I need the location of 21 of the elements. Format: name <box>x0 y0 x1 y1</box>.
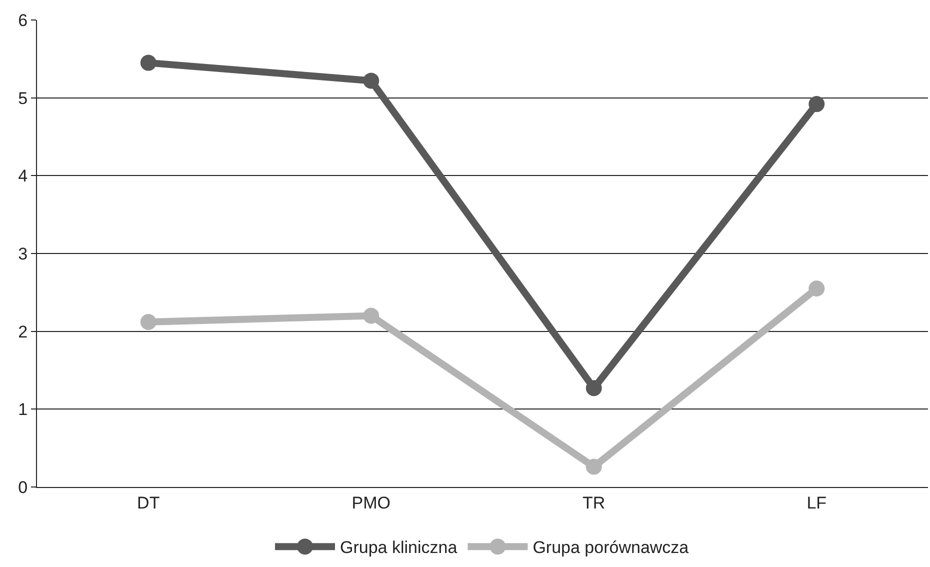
point <box>140 54 156 71</box>
x-tick-label: PMO <box>352 493 390 512</box>
legend-label: Grupa kliniczna <box>340 538 458 558</box>
y-tick-label: 5 <box>18 88 28 108</box>
y-tick-label: 2 <box>18 322 28 342</box>
x-tick-label: TR <box>582 493 606 512</box>
point <box>140 314 156 330</box>
y-tick-label: 6 <box>18 10 28 30</box>
x-tick-label: DT <box>137 493 160 512</box>
y-tick-label: 3 <box>18 244 28 264</box>
point <box>808 280 825 297</box>
point <box>808 96 825 112</box>
point <box>586 380 602 396</box>
y-tick-label: 4 <box>18 166 28 186</box>
y-tick-label: 0 <box>18 478 28 497</box>
y-tick-label: 1 <box>18 400 28 420</box>
point <box>586 458 602 475</box>
point <box>363 72 380 89</box>
point <box>363 308 380 324</box>
x-tick-label: LF <box>806 493 827 512</box>
legend-label: Grupa porównawcza <box>532 538 690 558</box>
